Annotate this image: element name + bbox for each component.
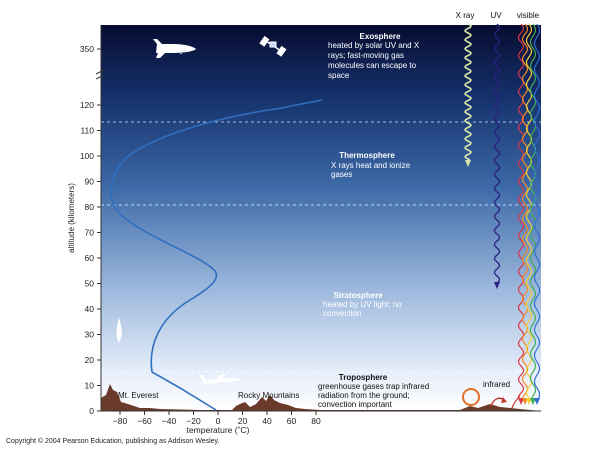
- uv-wave-arrowhead: [494, 282, 500, 289]
- x-tick-label: 80: [311, 416, 321, 426]
- troposphere-line-2: radiation from the ground;: [318, 391, 410, 400]
- infrared-label: infrared: [483, 380, 510, 389]
- visible-wave-blue: [533, 23, 541, 399]
- y-tick-label: 10: [85, 381, 95, 391]
- visible-wave-green: [529, 23, 537, 399]
- y-tick-label: 20: [85, 355, 95, 365]
- infrared-emission: [462, 388, 521, 409]
- x-tick-label: −60: [137, 416, 152, 426]
- y-axis-ticks: 0 10 20 30 40 50 60 70 80 90 100 110 120 350: [80, 44, 101, 416]
- y-tick-label: 100: [80, 151, 94, 161]
- visible-wave-green-arrowhead: [530, 398, 536, 405]
- x-tick-label: −80: [113, 416, 128, 426]
- x-tick-label: 20: [238, 416, 248, 426]
- x-tick-label: −40: [162, 416, 177, 426]
- y-tick-label: 50: [85, 279, 95, 289]
- airplane-icon: [199, 374, 240, 384]
- everest-label: Mt. Everest: [118, 391, 159, 400]
- visible-label: visible: [517, 11, 540, 20]
- stratosphere-line-2: convection: [323, 309, 361, 318]
- exosphere-line-3: molecules can escape to: [328, 61, 417, 70]
- x-axis-label: temperature (˚C): [187, 425, 250, 435]
- thermosphere-title: Thermosphere: [339, 151, 395, 160]
- ground-terrain: [101, 384, 541, 411]
- radiation-waves: [464, 23, 541, 405]
- infrared-arrow-2-icon: [511, 395, 521, 409]
- y-tick-label: 40: [85, 304, 95, 314]
- exosphere-line-2: rays; fast-moving gas: [328, 51, 404, 60]
- y-tick-label: 30: [85, 330, 95, 340]
- thermosphere-line-1: X rays heat and ionize: [331, 161, 411, 170]
- xray-label: X ray: [456, 11, 475, 20]
- troposphere-title: Troposphere: [339, 373, 388, 382]
- x-axis-ticks: −80 −60 −40 −20 0 20 40 60 80: [113, 411, 321, 426]
- thermosphere-label: Thermosphere X rays heat and ionize gase…: [331, 151, 411, 179]
- y-axis-label: altitude (kilometers): [67, 183, 76, 253]
- troposphere-line-3: convection important: [318, 400, 393, 409]
- stratosphere-line-1: heated by UV light; no: [323, 300, 402, 309]
- exosphere-line-4: space: [328, 71, 350, 80]
- x-tick-label: 60: [287, 416, 297, 426]
- visible-wave-yellow: [525, 23, 533, 399]
- balloon-icon: [116, 318, 122, 343]
- x-tick-label: −20: [186, 416, 201, 426]
- stratosphere-label: Stratosphere heated by UV light; no conv…: [323, 291, 402, 318]
- exosphere-title: Exosphere: [360, 32, 401, 41]
- stratosphere-title: Stratosphere: [333, 291, 383, 300]
- space-shuttle-icon: [153, 39, 196, 58]
- axis-break-icon: [95, 69, 105, 80]
- troposphere-label: Troposphere greenhouse gases trap infrar…: [318, 373, 429, 409]
- y-tick-label: 90: [85, 177, 95, 187]
- uv-label: UV: [490, 11, 502, 20]
- y-tick-label: 0: [89, 406, 94, 416]
- infrared-loop-icon: [462, 388, 480, 406]
- satellite-icon: [259, 35, 287, 57]
- visible-wave-red-arrowhead: [518, 398, 524, 405]
- y-tick-label: 80: [85, 202, 95, 212]
- copyright-text: Copyright © 2004 Pearson Education, publ…: [6, 438, 220, 445]
- visible-wave-blue-arrowhead: [534, 398, 540, 405]
- thermosphere-line-2: gases: [331, 170, 352, 179]
- y-tick-label: 110: [80, 126, 94, 136]
- sky-panel: [101, 25, 541, 411]
- y-tick-label: 350: [80, 44, 94, 54]
- x-tick-label: 0: [216, 416, 221, 426]
- troposphere-line-1: greenhouse gases trap infrared: [318, 382, 429, 391]
- exosphere-line-1: heated by solar UV and X: [328, 41, 420, 50]
- visible-wave-yellow-arrowhead: [526, 398, 532, 405]
- y-tick-label: 60: [85, 253, 95, 263]
- visible-wave-orange-arrowhead: [522, 398, 528, 405]
- exosphere-label: Exosphere heated by solar UV and X rays;…: [328, 32, 420, 80]
- y-tick-label: 70: [85, 228, 95, 238]
- xray-wave: [464, 23, 472, 161]
- xray-wave-arrowhead: [465, 160, 471, 167]
- uv-wave: [493, 23, 501, 283]
- x-tick-label: 40: [262, 416, 272, 426]
- infrared-arrowhead-icon: [501, 397, 507, 403]
- rockies-label: Rocky Mountains: [238, 391, 299, 400]
- y-tick-label: 120: [80, 100, 94, 110]
- temperature-profile-curve: [110, 99, 323, 411]
